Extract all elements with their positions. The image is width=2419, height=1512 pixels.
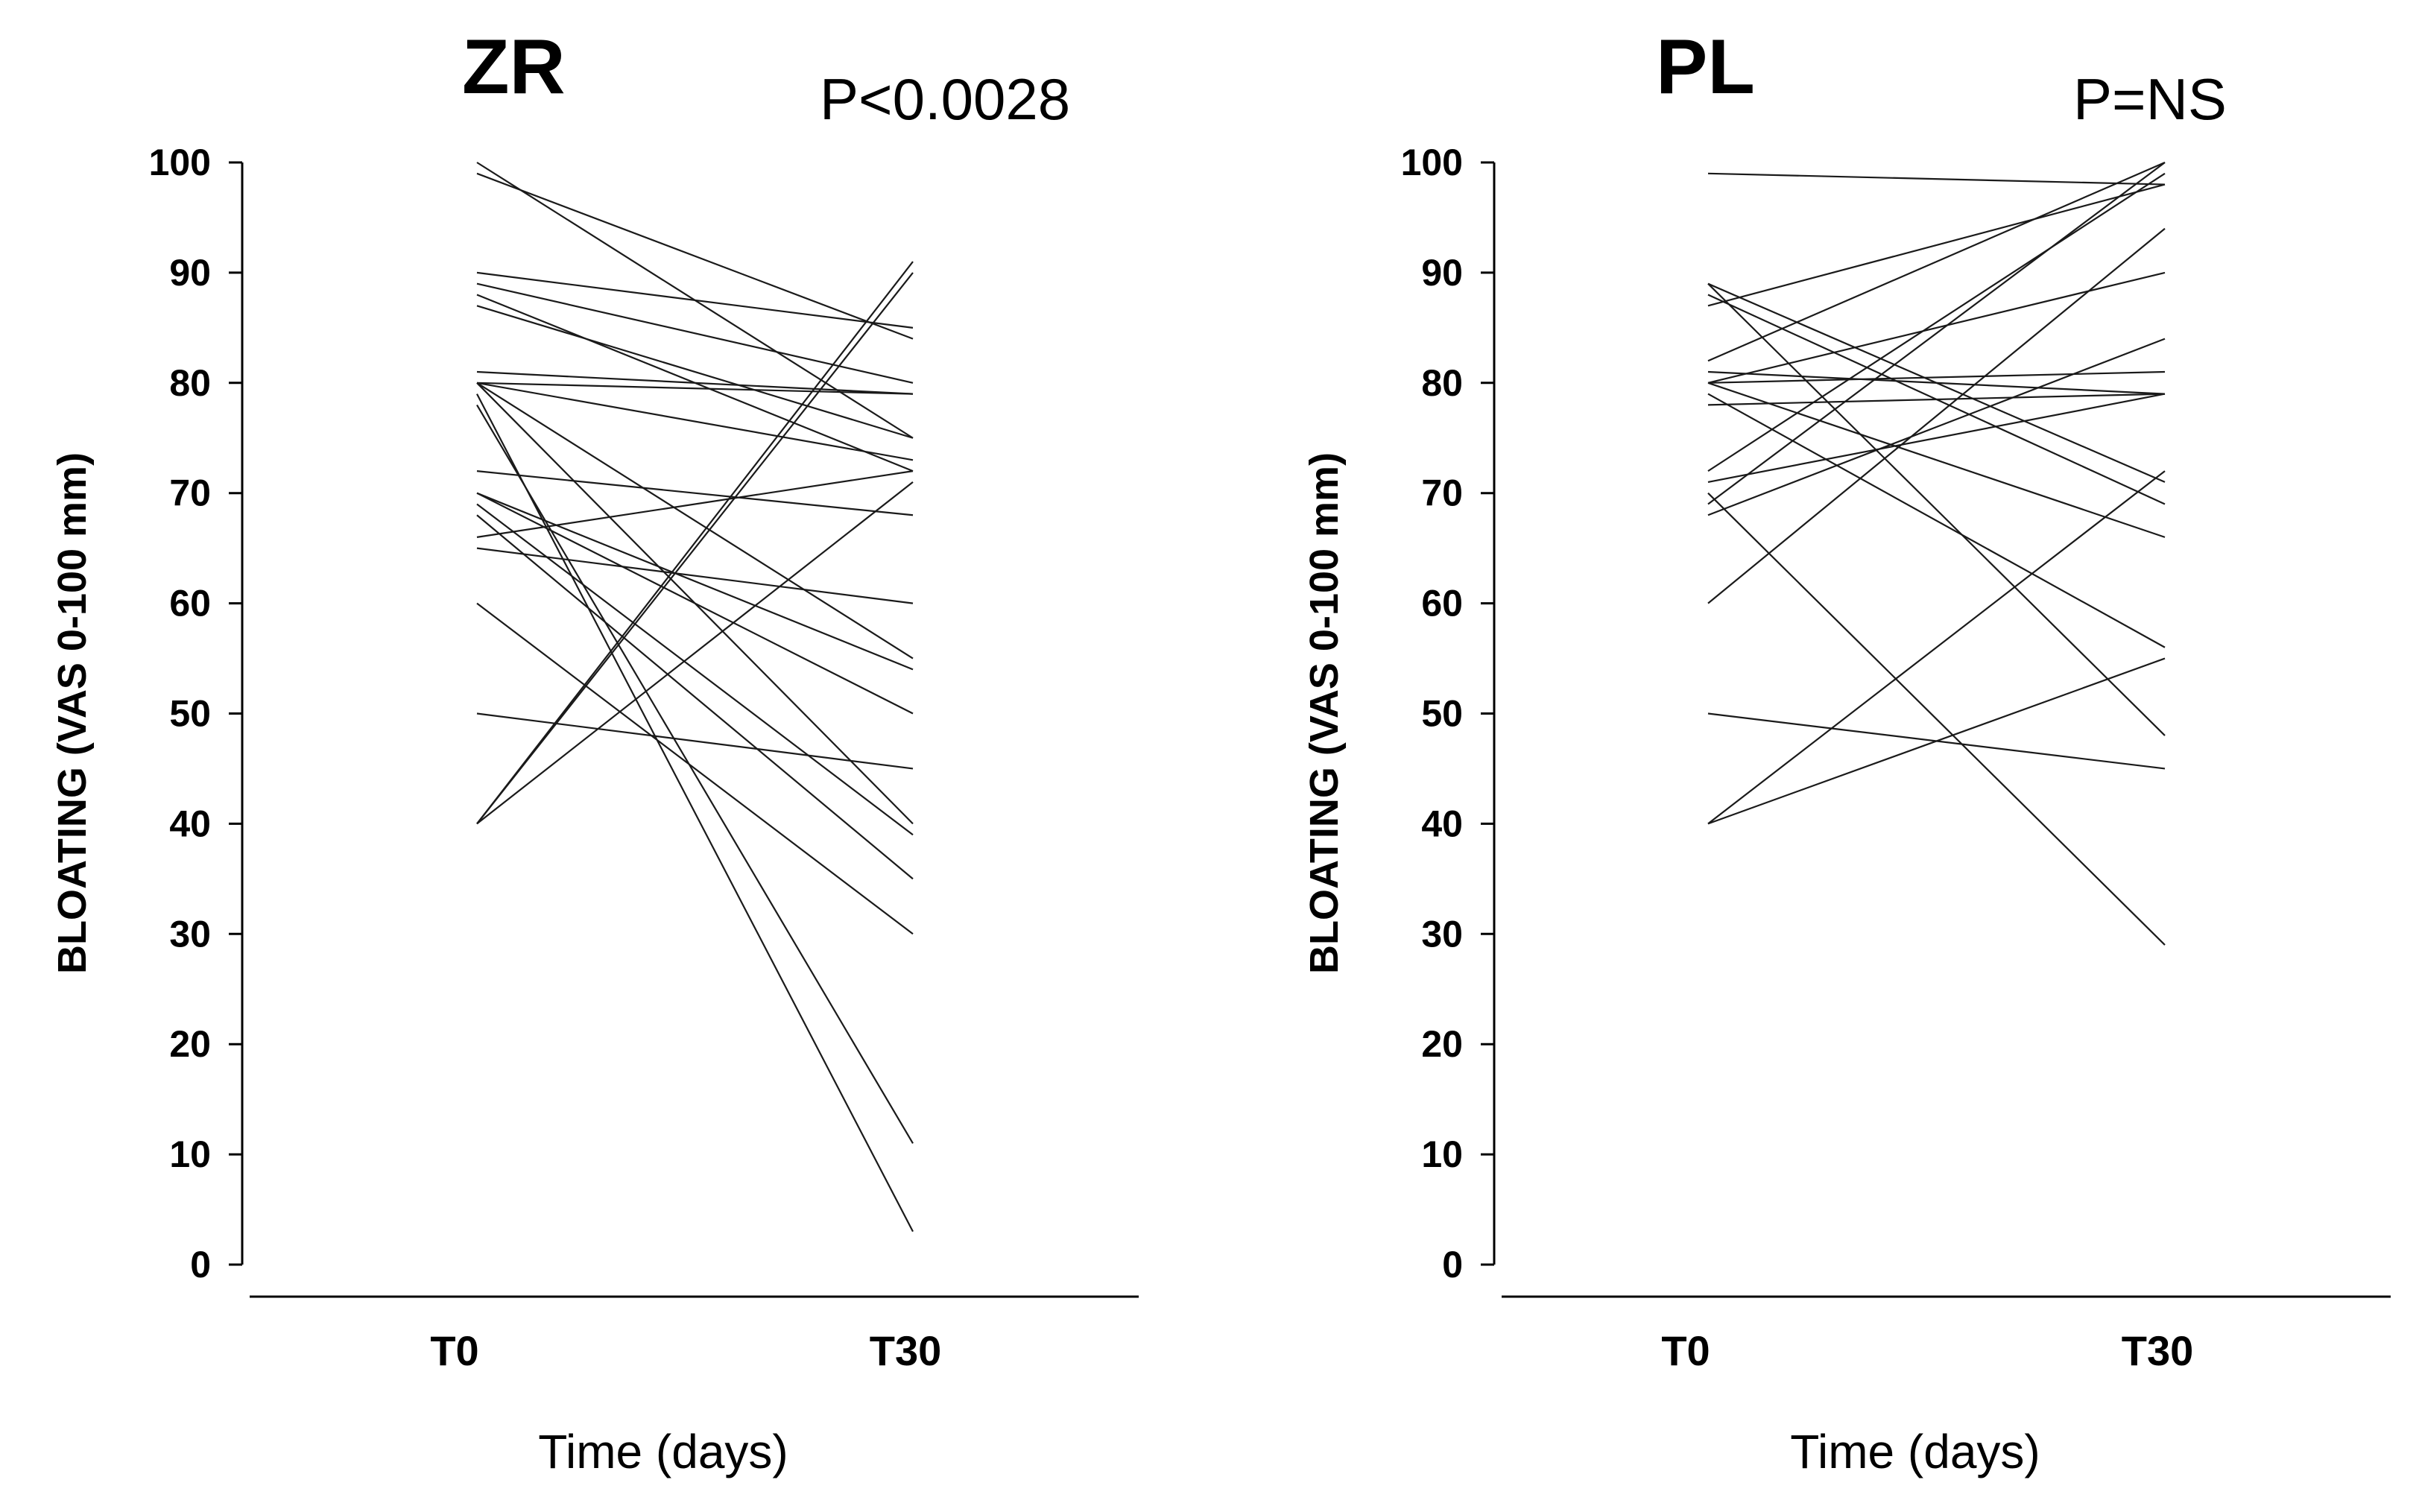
zr-y-tick-label: 70 <box>169 472 211 514</box>
pl-y-tick-label: 80 <box>1421 362 1463 404</box>
pl-series-line <box>1707 162 2166 505</box>
pl-y-tick-label: 60 <box>1421 583 1463 624</box>
pl-y-tick-label: 20 <box>1421 1023 1463 1065</box>
zr-p-value: P<0.0028 <box>820 66 1070 132</box>
zr-y-tick-label: 10 <box>169 1133 211 1175</box>
zr-series-line <box>476 503 914 836</box>
zr-series-line <box>476 271 914 329</box>
zr-y-tick-label: 100 <box>149 142 211 183</box>
pl-series-line <box>1707 393 2166 483</box>
zr-y-tick-label: 90 <box>169 252 211 294</box>
zr-series-line <box>476 470 914 516</box>
zr-series-line <box>476 492 914 671</box>
zr-panel-title: ZR <box>462 24 566 110</box>
pl-series-line <box>1707 172 2166 186</box>
pl-x-tick-label: T0 <box>1661 1327 1710 1374</box>
zr-series-line <box>476 305 914 439</box>
pl-series-line <box>1707 370 2166 384</box>
zr-y-tick-label: 60 <box>169 583 211 624</box>
pl-series-line <box>1707 470 2166 825</box>
zr-y-tick-label: 30 <box>169 913 211 955</box>
zr-series-line <box>476 382 914 659</box>
zr-series-line <box>476 547 914 604</box>
pl-y-axis-label: BLOATING (VAS 0-100 mm) <box>1302 452 1347 974</box>
pl-series-line <box>1707 183 2166 307</box>
zr-series-line <box>476 172 914 340</box>
pl-x-axis-label: Time (days) <box>1790 1425 2040 1478</box>
zr-series-line <box>476 602 914 935</box>
pl-y-tick-label: 10 <box>1421 1133 1463 1175</box>
pl-series-line <box>1707 370 2166 395</box>
pl-series-line <box>1707 161 2166 362</box>
zr-x-tick-label: T0 <box>430 1327 478 1374</box>
zr-y-tick-label: 0 <box>190 1244 211 1285</box>
zr-series-line <box>476 272 914 825</box>
pl-series-line <box>1707 282 2166 736</box>
zr-y-tick-label: 40 <box>169 803 211 844</box>
zr-series-line <box>476 370 914 395</box>
pl-y-tick-label: 50 <box>1421 693 1463 735</box>
zr-series-line <box>476 470 914 538</box>
pl-series-line <box>1707 172 2166 472</box>
pl-y-ticks: 0 10 20 30 40 50 60 70 80 90 100 <box>1401 142 1494 1285</box>
zr-series-line <box>476 261 914 825</box>
zr-y-ticks: 0 10 20 30 40 50 60 70 80 90 100 <box>149 142 242 1285</box>
pl-series-line <box>1707 657 2166 825</box>
pl-series-lines <box>1707 161 2166 946</box>
zr-series-line <box>476 712 914 770</box>
zr-series-line <box>476 514 914 880</box>
pl-series-line <box>1707 271 2166 384</box>
zr-series-line <box>476 492 914 715</box>
pl-y-tick-label: 70 <box>1421 472 1463 514</box>
zr-panel: ZR P<0.0028 BLOATING (VAS 0-100 mm) Time… <box>50 24 1139 1478</box>
zr-x-axis-label: Time (days) <box>538 1425 788 1478</box>
pl-series-line <box>1707 227 2166 604</box>
pl-p-value: P=NS <box>2073 66 2227 132</box>
zr-series-line <box>476 393 914 1233</box>
pl-panel: PL P=NS BLOATING (VAS 0-100 mm) Time (da… <box>1302 24 2391 1478</box>
zr-series-line <box>476 481 914 825</box>
zr-y-axis-label: BLOATING (VAS 0-100 mm) <box>50 452 95 974</box>
zr-y-tick-label: 80 <box>169 362 211 404</box>
pl-x-tick-label: T30 <box>2122 1327 2194 1374</box>
zr-series-line <box>476 404 914 1144</box>
pl-y-tick-label: 0 <box>1442 1244 1463 1285</box>
pl-y-tick-label: 40 <box>1421 803 1463 844</box>
zr-y-tick-label: 50 <box>169 693 211 735</box>
pl-series-line <box>1707 393 2166 406</box>
pl-y-tick-label: 90 <box>1421 252 1463 294</box>
pl-panel-title: PL <box>1656 24 1755 110</box>
zr-series-line <box>476 382 914 395</box>
zr-x-tick-label: T30 <box>870 1327 942 1374</box>
zr-y-tick-label: 20 <box>169 1023 211 1065</box>
pl-axes <box>1493 162 2391 1298</box>
pl-series-line <box>1707 393 2166 648</box>
pl-y-tick-label: 100 <box>1401 142 1463 183</box>
zr-series-lines <box>476 162 914 1233</box>
pl-series-line <box>1707 338 2166 516</box>
pl-y-tick-label: 30 <box>1421 913 1463 955</box>
zr-series-line <box>476 282 914 384</box>
pl-series-line <box>1707 382 2166 538</box>
pl-series-line <box>1707 492 2166 946</box>
zr-x-ticks: T0 T30 <box>430 1327 941 1374</box>
zr-series-line <box>476 382 914 461</box>
pl-x-ticks: T0 T30 <box>1661 1327 2193 1374</box>
